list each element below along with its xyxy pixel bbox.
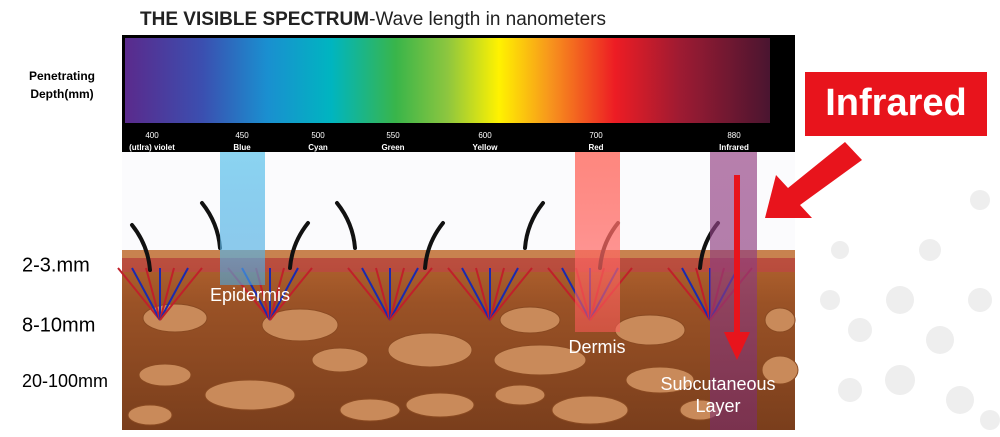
color-name: (utlra) violet — [129, 143, 175, 152]
color-name: Blue — [233, 143, 251, 152]
layer-label: Subcutaneous — [660, 374, 775, 394]
vessel — [389, 267, 419, 321]
fat-cell — [405, 392, 475, 418]
fat-cells — [127, 303, 799, 426]
wavelength: 450 — [235, 131, 249, 140]
depth-label: 20-100mm — [22, 371, 108, 391]
fat-cell — [499, 306, 561, 334]
fat-cell — [138, 363, 192, 387]
layer-label: Layer — [695, 396, 740, 416]
fat-cell — [339, 398, 401, 422]
fat-cell — [204, 379, 296, 411]
depth-arrow-head — [724, 332, 750, 360]
vessel — [389, 267, 433, 321]
vessel — [131, 267, 161, 321]
fat-cell — [761, 355, 799, 385]
vessel — [145, 267, 161, 321]
red-beam — [575, 152, 620, 332]
fat-cell — [614, 314, 686, 346]
depth-label: 2-3.mm — [22, 254, 90, 276]
hair — [423, 221, 445, 270]
wavelength: 700 — [589, 131, 603, 140]
fat-cell — [494, 384, 546, 406]
vessel — [159, 267, 203, 321]
vessel — [489, 267, 519, 321]
color-name: Yellow — [473, 143, 499, 152]
wavelength: 400 — [145, 131, 159, 140]
vessel — [375, 267, 391, 321]
wavelength: 500 — [311, 131, 325, 140]
fat-cell — [311, 347, 369, 373]
vessel — [461, 267, 491, 321]
fat-cell — [127, 404, 173, 426]
hairs — [130, 201, 720, 272]
layer-label: Epidermis — [210, 285, 290, 305]
fat-cell — [261, 308, 339, 342]
band-labels: 400 (utlra) violet 450 Blue 500 Cyan 550 Green 6… — [129, 131, 749, 152]
hair — [200, 201, 222, 250]
spectrum-bar — [125, 38, 770, 123]
vessel — [269, 267, 313, 321]
skin-surface — [122, 250, 795, 258]
color-name: Red — [588, 143, 603, 152]
callout-text: Infrared — [825, 82, 966, 124]
hair — [335, 201, 357, 250]
depth-title: Depth(mm) — [30, 87, 93, 101]
depth-title: Penetrating — [29, 69, 95, 83]
hair — [130, 223, 152, 272]
vessel — [489, 267, 533, 321]
layer-label: Dermis — [569, 337, 626, 357]
vessel — [681, 267, 711, 321]
color-name: Infrared — [719, 143, 749, 152]
color-name: Green — [381, 143, 404, 152]
title: THE VISIBLE SPECTRUM-Wave length in nano… — [140, 9, 606, 30]
vessel — [159, 267, 175, 321]
fat-cell — [625, 366, 695, 394]
fat-cell — [387, 332, 473, 368]
vessel — [269, 267, 285, 321]
infrared-beam — [710, 152, 757, 430]
vessel — [347, 267, 391, 321]
hair — [523, 201, 545, 250]
callout-arrow — [765, 142, 862, 218]
depth-label: 8-10mm — [22, 314, 95, 336]
vessel — [489, 267, 505, 321]
color-name: Cyan — [308, 143, 328, 152]
vessel — [361, 267, 391, 321]
fat-cell — [551, 395, 629, 425]
fat-cell — [493, 344, 587, 376]
wavelength: 880 — [727, 131, 741, 140]
vessel — [389, 267, 405, 321]
vessel — [667, 267, 711, 321]
hair — [288, 221, 310, 270]
wavelength: 550 — [386, 131, 400, 140]
vessel — [117, 267, 161, 321]
vessel — [159, 267, 189, 321]
blue-beam — [220, 152, 265, 285]
wavelength: 600 — [478, 131, 492, 140]
vessel — [475, 267, 491, 321]
vessel — [269, 267, 299, 321]
decor-dots — [820, 190, 1000, 430]
callout-box — [805, 72, 987, 136]
vessel — [695, 267, 711, 321]
fat-cell — [764, 307, 796, 333]
vessel — [447, 267, 491, 321]
